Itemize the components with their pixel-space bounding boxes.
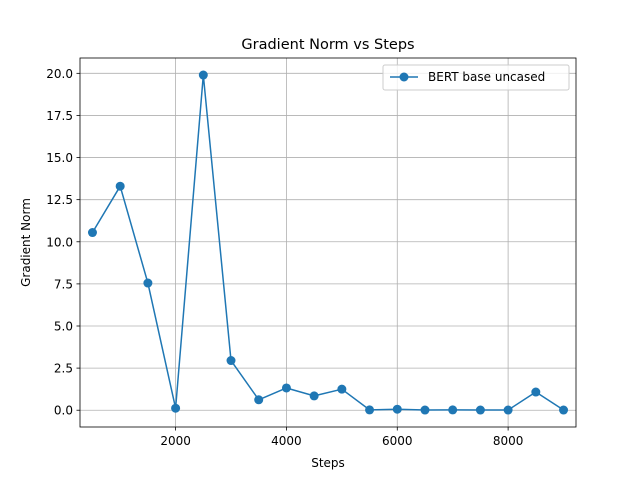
x-tick-label: 6000 bbox=[382, 434, 413, 448]
data-point bbox=[254, 395, 264, 405]
data-point bbox=[171, 403, 181, 413]
plot-frame bbox=[79, 57, 577, 428]
y-tick-label: 15.0 bbox=[46, 151, 73, 165]
data-point bbox=[143, 278, 153, 288]
y-axis-label: Gradient Norm bbox=[19, 198, 33, 287]
y-tick-label: 2.5 bbox=[54, 362, 73, 376]
y-tick-label: 0.0 bbox=[54, 404, 73, 418]
x-axis-label: Steps bbox=[311, 456, 345, 470]
x-tick-label: 2000 bbox=[160, 434, 191, 448]
data-point bbox=[365, 405, 375, 415]
y-tick-label: 10.0 bbox=[46, 235, 73, 249]
data-point bbox=[226, 356, 236, 366]
series-line bbox=[91, 74, 564, 411]
data-point bbox=[503, 405, 513, 415]
legend-label: BERT base uncased bbox=[428, 70, 545, 84]
data-point bbox=[448, 405, 458, 415]
y-tick-label: 12.5 bbox=[46, 193, 73, 207]
data-point bbox=[115, 181, 125, 191]
y-tick-label: 20.0 bbox=[46, 67, 73, 81]
y-tick-label: 7.5 bbox=[54, 277, 73, 291]
axis-ticks: 2000 4000 6000 8000 0.0 2.5 5.0 7.5 10.0 12.5 15.0… bbox=[46, 67, 523, 448]
x-tick-label: 4000 bbox=[271, 434, 302, 448]
data-point bbox=[281, 383, 291, 393]
plot-series bbox=[87, 70, 569, 415]
data-point bbox=[198, 70, 208, 80]
data-point bbox=[87, 228, 97, 238]
data-point bbox=[337, 384, 347, 394]
y-tick-label: 17.5 bbox=[46, 109, 73, 123]
data-point bbox=[475, 405, 485, 415]
data-point bbox=[392, 404, 402, 414]
legend-marker-swatch bbox=[399, 72, 409, 82]
data-point bbox=[420, 405, 430, 415]
legend-box bbox=[382, 64, 570, 91]
y-tick-label: 5.0 bbox=[54, 319, 73, 333]
data-point bbox=[309, 391, 319, 401]
chart-title: Gradient Norm vs Steps bbox=[241, 37, 414, 53]
x-tick-label: 8000 bbox=[493, 434, 524, 448]
grid bbox=[80, 58, 576, 427]
data-point bbox=[559, 405, 569, 415]
data-point bbox=[531, 387, 541, 397]
legend: BERT base uncased bbox=[382, 64, 570, 91]
